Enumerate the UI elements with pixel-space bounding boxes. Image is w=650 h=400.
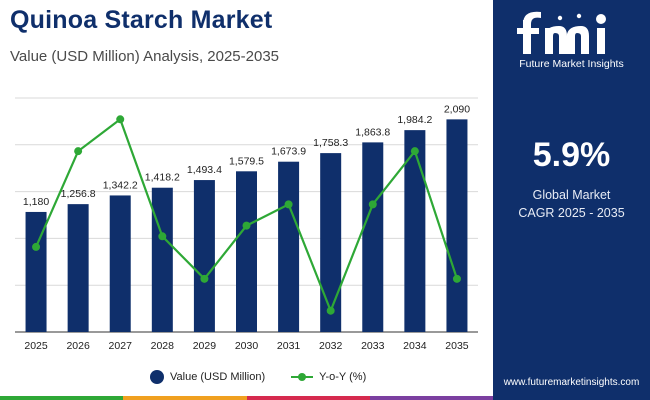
bar: [404, 130, 426, 332]
legend-bar-label: Value (USD Million): [170, 371, 266, 383]
yoy-point: [242, 221, 251, 230]
bar-data-label: 1,180: [23, 196, 49, 208]
bar-data-label: 1,342.2: [103, 179, 138, 191]
bar-data-label: 1,493.4: [187, 164, 222, 176]
bar: [25, 211, 47, 332]
bar: [362, 142, 384, 332]
x-tick-label: 2033: [361, 340, 385, 352]
legend-item-yoy: Y-o-Y (%): [291, 371, 366, 383]
bar-data-label: 1,256.8: [61, 188, 96, 200]
x-tick-label: 2026: [66, 340, 90, 352]
yoy-point: [116, 115, 125, 124]
x-tick-label: 2034: [403, 340, 427, 352]
bar-data-label: 1,673.9: [271, 146, 306, 158]
bar-data-label: 1,984.2: [397, 114, 432, 126]
bar-data-label: 1,863.8: [355, 126, 390, 138]
x-tick-label: 2031: [277, 340, 301, 352]
bottom-bar-segment-orange: [123, 396, 247, 400]
legend-bar-swatch: [150, 370, 164, 384]
legend-line-label: Y-o-Y (%): [319, 371, 367, 383]
yoy-point: [452, 274, 461, 283]
bar: [278, 161, 300, 332]
legend-line-swatch: [291, 373, 314, 381]
yoy-point: [158, 232, 167, 241]
x-tick-label: 2030: [235, 340, 259, 352]
bar: [151, 187, 173, 332]
bar: [193, 180, 215, 332]
bar-data-label: 2,090: [444, 103, 470, 115]
yoy-point: [32, 242, 41, 251]
bar-data-label: 1,418.2: [145, 172, 180, 184]
yoy-point: [74, 147, 83, 156]
bar: [109, 195, 131, 332]
yoy-point: [326, 306, 335, 315]
yoy-point: [284, 200, 293, 209]
legend-item-value: Value (USD Million): [150, 370, 265, 384]
fmi-logo-icon: [517, 11, 606, 54]
bottom-color-bar: [0, 396, 493, 400]
yoy-point: [368, 200, 377, 209]
bottom-bar-segment-green: [0, 396, 124, 400]
bar: [446, 119, 468, 332]
x-tick-label: 2029: [193, 340, 217, 352]
x-tick-label: 2032: [319, 340, 343, 352]
bar: [320, 153, 342, 332]
chart-area: 1,180 2025 1,256.8 2026 1,342.2 2027 1,418.2 20…: [15, 97, 478, 352]
cagr-label-line2: CAGR 2025 - 2035: [518, 206, 625, 220]
chart-subtitle: Value (USD Million) Analysis, 2025-2035: [10, 48, 280, 65]
bar: [67, 204, 89, 332]
x-tick-label: 2025: [24, 340, 48, 352]
cagr-label-line1: Global Market: [532, 188, 611, 202]
chart-title: Quinoa Starch Market: [10, 6, 273, 34]
logo-wordmark: Future Market Insights: [519, 58, 624, 70]
chart-legend: Value (USD Million) Y-o-Y (%): [150, 367, 392, 387]
x-tick-label: 2035: [445, 340, 469, 352]
cagr-value: 5.9%: [532, 136, 611, 174]
bar-data-label: 1,579.5: [229, 155, 264, 167]
bar: [236, 171, 257, 332]
yoy-point: [200, 274, 209, 283]
bar-data-label: 1,758.3: [313, 137, 348, 149]
website-url: www.futuremarketinsights.com: [503, 377, 640, 388]
bottom-bar-segment-red: [246, 396, 370, 400]
bottom-bar-segment-purple: [369, 396, 493, 400]
x-tick-label: 2027: [109, 340, 133, 352]
x-tick-label: 2028: [151, 340, 175, 352]
yoy-point: [410, 147, 419, 156]
summary-panel: Future Market Insights 5.9% Global Marke…: [493, 0, 650, 400]
